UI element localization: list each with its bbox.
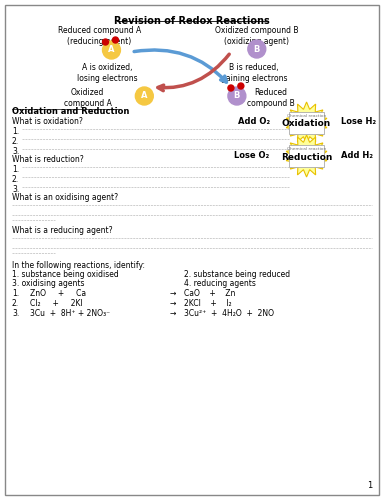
- Text: 1.: 1.: [12, 289, 19, 298]
- Text: →: →: [169, 299, 176, 308]
- Circle shape: [103, 39, 108, 45]
- Text: Oxidation: Oxidation: [282, 120, 331, 128]
- Text: Add O₂: Add O₂: [238, 118, 270, 126]
- Text: What is an oxidising agent?: What is an oxidising agent?: [12, 193, 118, 202]
- Text: What is oxidation?: What is oxidation?: [12, 117, 83, 126]
- Text: Cl₂     +     2KI: Cl₂ + 2KI: [30, 299, 83, 308]
- Text: 3.: 3.: [12, 147, 19, 156]
- Text: 2.: 2.: [12, 299, 19, 308]
- Text: A: A: [141, 92, 147, 100]
- Text: 1.: 1.: [12, 165, 19, 174]
- Circle shape: [103, 41, 120, 59]
- Text: A is oxidized,
losing electrons: A is oxidized, losing electrons: [77, 63, 138, 83]
- Text: ZnO     +     Ca: ZnO + Ca: [30, 289, 86, 298]
- Text: B: B: [254, 44, 260, 54]
- Text: 3Cu²⁺  +  4H₂O  +  2NO: 3Cu²⁺ + 4H₂O + 2NO: [184, 309, 274, 318]
- Text: Add H₂: Add H₂: [341, 150, 373, 160]
- FancyBboxPatch shape: [289, 144, 324, 167]
- Circle shape: [238, 83, 244, 89]
- Text: Oxidized
compound A: Oxidized compound A: [64, 88, 112, 108]
- Text: 2. substance being reduced: 2. substance being reduced: [184, 270, 290, 279]
- Text: 1. substance being oxidised: 1. substance being oxidised: [12, 270, 119, 279]
- Text: Chemical reaction: Chemical reaction: [287, 114, 326, 118]
- Text: 2KCl    +    I₂: 2KCl + I₂: [184, 299, 232, 308]
- Circle shape: [228, 85, 234, 91]
- Text: 3.: 3.: [12, 309, 19, 318]
- FancyArrowPatch shape: [158, 54, 229, 90]
- FancyBboxPatch shape: [5, 5, 379, 495]
- Text: Lose H₂: Lose H₂: [341, 118, 376, 126]
- Text: 2.: 2.: [12, 175, 19, 184]
- FancyBboxPatch shape: [289, 112, 324, 134]
- Circle shape: [135, 87, 153, 105]
- Text: Oxidized compound B
(oxidizing agent): Oxidized compound B (oxidizing agent): [215, 26, 298, 46]
- Text: 4. reducing agents: 4. reducing agents: [184, 279, 256, 288]
- Text: What is reduction?: What is reduction?: [12, 155, 84, 164]
- Text: B: B: [234, 92, 240, 100]
- Text: 1.: 1.: [12, 127, 19, 136]
- Text: A: A: [108, 46, 115, 54]
- Circle shape: [248, 40, 266, 58]
- Text: Chemical reaction: Chemical reaction: [287, 147, 326, 151]
- Text: 3.: 3.: [12, 185, 19, 194]
- Text: In the following reactions, identify:: In the following reactions, identify:: [12, 261, 145, 270]
- Text: Reduction: Reduction: [281, 152, 332, 162]
- Text: 3. oxidising agents: 3. oxidising agents: [12, 279, 85, 288]
- FancyArrowPatch shape: [134, 50, 227, 82]
- Text: Reduced compound A
(reducing agent): Reduced compound A (reducing agent): [58, 26, 141, 46]
- Text: What is a reducing agent?: What is a reducing agent?: [12, 226, 113, 235]
- Polygon shape: [286, 102, 327, 144]
- Polygon shape: [286, 135, 327, 177]
- Text: 3Cu  +  8H⁺ + 2NO₃⁻: 3Cu + 8H⁺ + 2NO₃⁻: [30, 309, 110, 318]
- Text: →: →: [169, 289, 176, 298]
- Text: 1: 1: [367, 481, 372, 490]
- Text: Oxidation and Reduction: Oxidation and Reduction: [12, 107, 129, 116]
- Text: CaO    +    Zn: CaO + Zn: [184, 289, 235, 298]
- Circle shape: [228, 87, 246, 105]
- Text: Revision of Redox Reactions: Revision of Redox Reactions: [114, 16, 270, 26]
- Text: Lose O₂: Lose O₂: [234, 150, 270, 160]
- Text: B is reduced,
gaining electrons: B is reduced, gaining electrons: [220, 63, 287, 83]
- Text: 2.: 2.: [12, 137, 19, 146]
- Text: Reduced
compound B: Reduced compound B: [247, 88, 295, 108]
- Text: →: →: [169, 309, 176, 318]
- Circle shape: [112, 37, 119, 43]
